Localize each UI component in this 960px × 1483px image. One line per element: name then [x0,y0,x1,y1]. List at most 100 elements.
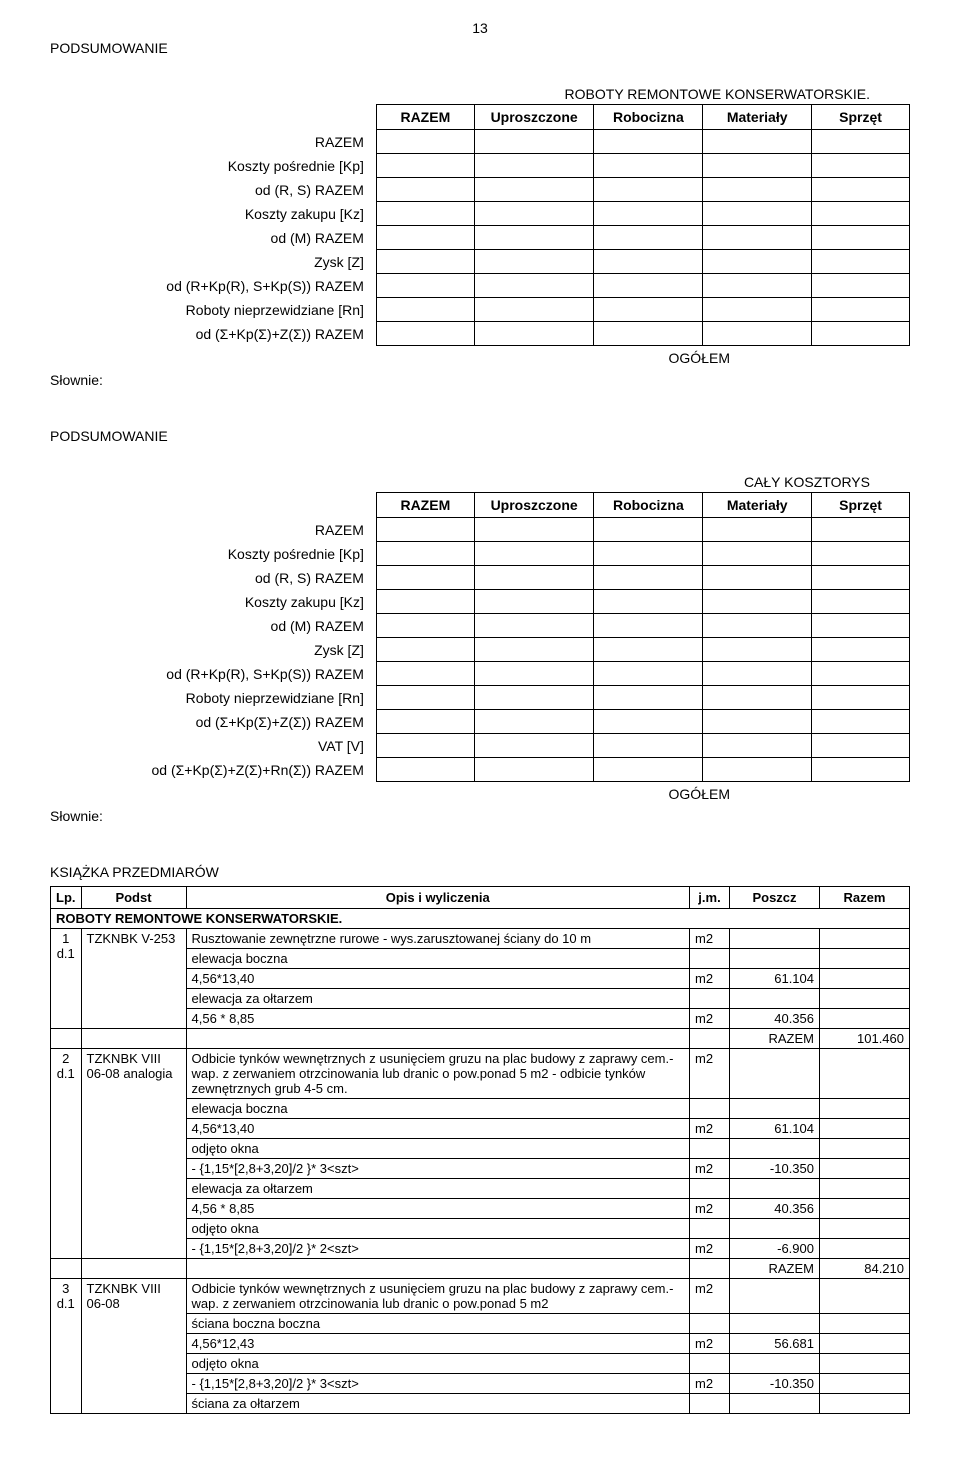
summary1-table: RAZEMUproszczoneRobociznaMateriałySprzęt… [50,104,910,346]
summary1-title: ROBOTY REMONTOWE KONSERWATORSKIE. [50,86,910,102]
summary-cell [474,734,594,758]
summary-cell [812,130,910,154]
summary-cell [474,226,594,250]
summary2-title: CAŁY KOSZTORYS [50,474,910,490]
book-line-poszcz [730,1219,820,1239]
summary-cell [474,202,594,226]
book-line-poszcz: 56.681 [730,1334,820,1354]
summary-cell [594,590,703,614]
summary-cell [812,542,910,566]
book-line-text: - {1,15*[2,8+3,20]/2 }* 3<szt> [186,1159,690,1179]
book-line-text: ściana za ołtarzem [186,1394,690,1414]
book-line-jm [690,1219,730,1239]
book-line-razem [820,1239,910,1259]
book-line-poszcz [730,1314,820,1334]
summary-cell [812,758,910,782]
book-col-header: Lp. [51,887,82,909]
summary-row-label: od (R, S) RAZEM [50,566,376,590]
summary-cell [812,614,910,638]
summary2-ogolem: OGÓŁEM [50,786,910,802]
summary-cell [376,566,474,590]
summary-cell [703,710,812,734]
summary-cell [703,250,812,274]
book-razem-value: 84.210 [820,1259,910,1279]
summary-cell [703,178,812,202]
summary-cell [703,662,812,686]
summary-cell [812,710,910,734]
book-poszcz [730,1279,820,1314]
summary-cell [594,178,703,202]
summary-cell [594,130,703,154]
summary-cell [474,758,594,782]
book-line-text: odjęto okna [186,1354,690,1374]
summary-cell [376,614,474,638]
summary-cell [376,710,474,734]
summary-cell [376,322,474,346]
summary-cell [594,322,703,346]
book-poszcz [730,1049,820,1099]
book-opis: Rusztowanie zewnętrzne rurowe - wys.zaru… [186,929,690,949]
book-line-razem [820,949,910,969]
summary-col-header: Materiały [703,493,812,518]
summary-col-header: Sprzęt [812,105,910,130]
book-line-jm: m2 [690,1159,730,1179]
summary-row-label: od (R, S) RAZEM [50,178,376,202]
summary-block-2: CAŁY KOSZTORYS RAZEMUproszczoneRobocizna… [50,474,910,824]
summary-cell [812,226,910,250]
book-line-jm [690,1179,730,1199]
summary-cell [474,686,594,710]
summary-row-label: od (Σ+Kp(Σ)+Z(Σ)) RAZEM [50,322,376,346]
summary-cell [703,566,812,590]
book-razem-label: RAZEM [730,1029,820,1049]
summary-cell [376,662,474,686]
book-line-poszcz: 40.356 [730,1009,820,1029]
summary2-slownie: Słownie: [50,808,910,824]
book-blank [51,1029,82,1049]
book-heading: KSIĄŻKA PRZEDMIARÓW [50,864,910,880]
book-line-jm: m2 [690,1199,730,1219]
summary-cell [376,686,474,710]
summary-cell [812,154,910,178]
book-podst: TZKNBK V-253 [81,929,186,1029]
book-line-jm: m2 [690,1009,730,1029]
book-line-poszcz: -10.350 [730,1374,820,1394]
summary-cell [703,638,812,662]
book-razem [820,1049,910,1099]
summary-row-label: Koszty pośrednie [Kp] [50,154,376,178]
book-line-razem [820,1374,910,1394]
summary-row-label: od (M) RAZEM [50,226,376,250]
summary-cell [812,298,910,322]
summary-header-blank [50,105,376,130]
book-line-jm [690,1099,730,1119]
book-jm: m2 [690,929,730,949]
book-line-text: - {1,15*[2,8+3,20]/2 }* 2<szt> [186,1239,690,1259]
page-number: 13 [50,20,910,36]
summary-cell [812,274,910,298]
summary-cell [376,274,474,298]
summary-cell [594,758,703,782]
book-lp: 3 d.1 [51,1279,82,1414]
summary-cell [594,518,703,542]
book-line-poszcz: 40.356 [730,1199,820,1219]
summary-row-label: od (M) RAZEM [50,614,376,638]
summary-block-1: ROBOTY REMONTOWE KONSERWATORSKIE. RAZEMU… [50,86,910,388]
summary-cell [376,226,474,250]
summary-cell [376,638,474,662]
summary-cell [812,250,910,274]
book-line-poszcz [730,949,820,969]
book-line-razem [820,1314,910,1334]
heading-podsumowanie-1: PODSUMOWANIE [50,40,910,56]
summary-cell [376,590,474,614]
summary2-table: RAZEMUproszczoneRobociznaMateriałySprzęt… [50,492,910,782]
summary-row-label: od (R+Kp(R), S+Kp(S)) RAZEM [50,274,376,298]
book-col-header: Poszcz [730,887,820,909]
summary-col-header: RAZEM [376,105,474,130]
summary-cell [474,322,594,346]
book-col-header: Podst [81,887,186,909]
book-blank [186,1259,690,1279]
summary-row-label: Zysk [Z] [50,250,376,274]
summary-cell [376,154,474,178]
book-razem-label: RAZEM [730,1259,820,1279]
summary-row-label: VAT [V] [50,734,376,758]
summary-cell [812,178,910,202]
